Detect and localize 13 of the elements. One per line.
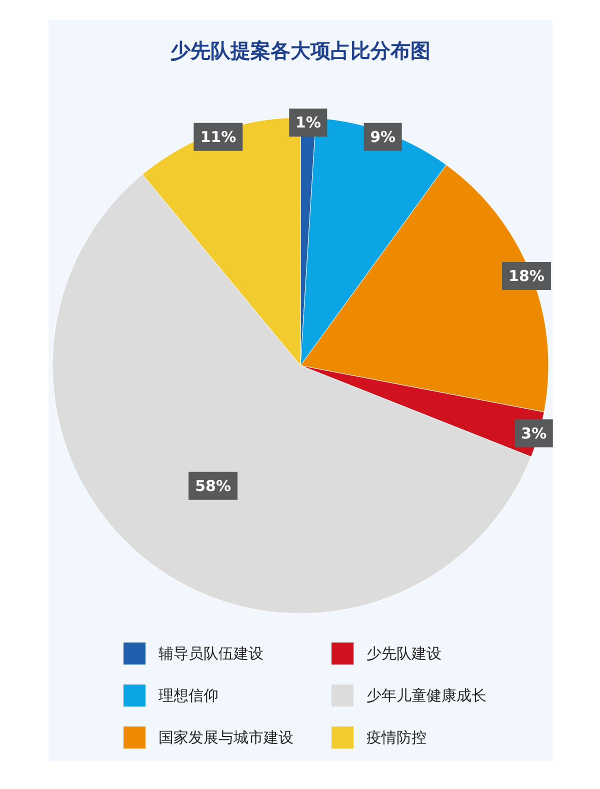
- chart-title: 少先队提案各大项占比分布图: [170, 38, 430, 62]
- legend-label: 辅导员队伍建设: [158, 644, 264, 662]
- legend-label: 理想信仰: [158, 686, 218, 704]
- legend-label: 疫情防控: [366, 728, 426, 746]
- legend-label: 国家发展与城市建设: [158, 728, 294, 746]
- data-label: 9%: [370, 128, 396, 146]
- legend-label: 少先队建设: [366, 644, 442, 662]
- data-label: 58%: [195, 476, 231, 495]
- data-label: 11%: [200, 128, 236, 146]
- data-label: 3%: [521, 424, 547, 442]
- legend-label: 少年儿童健康成长: [366, 686, 486, 704]
- data-label: 18%: [508, 267, 544, 286]
- data-label: 1%: [295, 114, 321, 132]
